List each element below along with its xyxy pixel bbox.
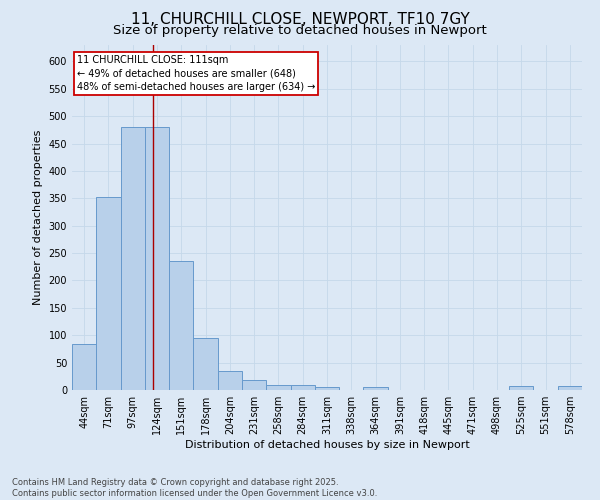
Bar bbox=[558, 386, 582, 390]
Text: Size of property relative to detached houses in Newport: Size of property relative to detached ho… bbox=[113, 24, 487, 37]
Bar bbox=[169, 261, 193, 390]
X-axis label: Distribution of detached houses by size in Newport: Distribution of detached houses by size … bbox=[185, 440, 469, 450]
Text: 11, CHURCHILL CLOSE, NEWPORT, TF10 7GY: 11, CHURCHILL CLOSE, NEWPORT, TF10 7GY bbox=[131, 12, 469, 28]
Bar bbox=[242, 380, 266, 390]
Text: Contains HM Land Registry data © Crown copyright and database right 2025.
Contai: Contains HM Land Registry data © Crown c… bbox=[12, 478, 377, 498]
Bar bbox=[290, 384, 315, 390]
Bar bbox=[96, 197, 121, 390]
Bar bbox=[509, 386, 533, 390]
Bar bbox=[364, 388, 388, 390]
Bar bbox=[315, 388, 339, 390]
Y-axis label: Number of detached properties: Number of detached properties bbox=[33, 130, 43, 305]
Text: 11 CHURCHILL CLOSE: 111sqm
← 49% of detached houses are smaller (648)
48% of sem: 11 CHURCHILL CLOSE: 111sqm ← 49% of deta… bbox=[77, 56, 316, 92]
Bar bbox=[121, 127, 145, 390]
Bar bbox=[72, 344, 96, 390]
Bar bbox=[266, 384, 290, 390]
Bar bbox=[145, 127, 169, 390]
Bar bbox=[193, 338, 218, 390]
Bar bbox=[218, 371, 242, 390]
